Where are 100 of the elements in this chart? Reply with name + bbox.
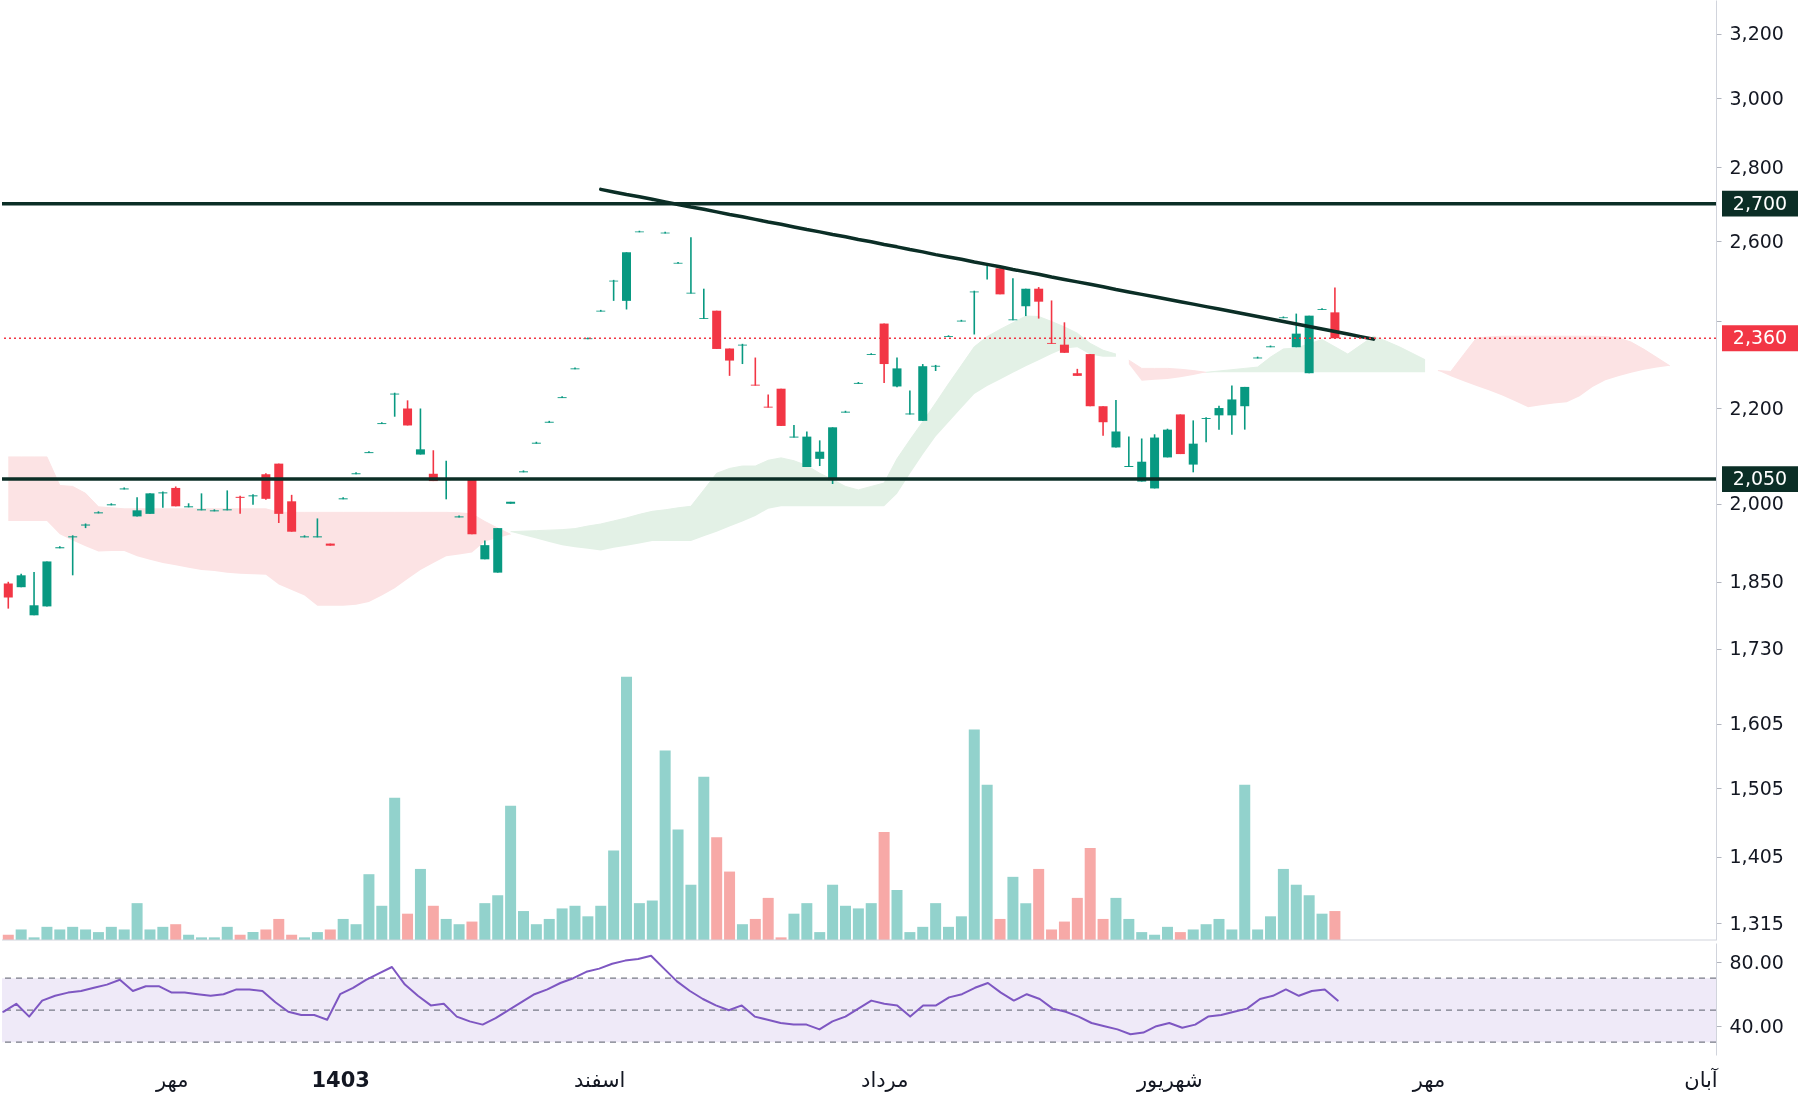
bar bbox=[943, 926, 955, 940]
bar bbox=[479, 903, 491, 940]
bar bbox=[852, 908, 864, 940]
bar bbox=[273, 918, 285, 940]
bar bbox=[711, 837, 723, 940]
bar bbox=[1007, 876, 1019, 940]
bar bbox=[646, 900, 658, 940]
candlestick bbox=[1188, 419, 1198, 474]
bar bbox=[698, 776, 710, 940]
candlestick bbox=[750, 356, 760, 387]
bar bbox=[1071, 897, 1083, 940]
bar bbox=[453, 924, 465, 940]
y-tick-label: 1,405 bbox=[1729, 845, 1784, 868]
bar bbox=[1123, 918, 1135, 940]
candlestick bbox=[68, 534, 78, 577]
candlestick bbox=[248, 493, 258, 506]
bar bbox=[440, 918, 452, 940]
y-tick-label: 1,315 bbox=[1729, 911, 1784, 934]
bar bbox=[517, 911, 529, 940]
candlestick bbox=[390, 391, 400, 418]
bar bbox=[930, 903, 942, 940]
bar bbox=[955, 916, 967, 940]
x-tick-label: مهر bbox=[1411, 1067, 1446, 1092]
candlestick bbox=[1111, 399, 1121, 449]
candlestick bbox=[725, 347, 735, 377]
bar bbox=[118, 929, 130, 940]
y-tick-label: 1,505 bbox=[1729, 776, 1784, 799]
bar bbox=[917, 926, 929, 940]
bar bbox=[1329, 911, 1341, 940]
bar bbox=[80, 929, 92, 940]
candlestick bbox=[686, 236, 696, 295]
bar bbox=[414, 868, 426, 940]
candlestick bbox=[737, 343, 747, 365]
bar bbox=[865, 903, 877, 940]
x-tick-label: مرداد bbox=[861, 1067, 909, 1092]
bar bbox=[170, 924, 182, 940]
candlestick bbox=[3, 580, 13, 610]
bar bbox=[157, 926, 169, 940]
bar bbox=[376, 905, 388, 940]
bar bbox=[1020, 903, 1032, 940]
ref-line-label: 2,360 bbox=[1732, 326, 1788, 349]
x-tick-label: آبان bbox=[1684, 1066, 1719, 1092]
bar bbox=[608, 850, 620, 940]
candlestick bbox=[403, 399, 413, 427]
bar bbox=[878, 832, 890, 940]
bar bbox=[659, 750, 671, 940]
candlestick bbox=[1098, 405, 1108, 437]
candlestick bbox=[235, 495, 245, 515]
bar bbox=[543, 918, 555, 940]
candlestick bbox=[815, 439, 825, 467]
bar bbox=[1252, 929, 1264, 940]
bar bbox=[1033, 868, 1045, 940]
bar bbox=[633, 903, 645, 940]
bar bbox=[221, 926, 233, 940]
candlestick bbox=[1034, 286, 1044, 320]
line-series bbox=[2, 954, 1339, 1036]
candlestick bbox=[222, 489, 232, 512]
bar bbox=[621, 676, 633, 940]
candlestick bbox=[1201, 416, 1211, 444]
bar bbox=[788, 913, 800, 940]
bar bbox=[891, 889, 903, 940]
bar bbox=[1046, 929, 1058, 940]
bar bbox=[105, 926, 117, 940]
bar bbox=[505, 805, 517, 940]
bar bbox=[968, 729, 980, 940]
bar bbox=[1097, 918, 1109, 940]
y-tick-label: 3,200 bbox=[1729, 22, 1784, 45]
candlestick bbox=[29, 571, 39, 617]
candlestick bbox=[789, 424, 799, 439]
bar bbox=[736, 924, 748, 940]
bar bbox=[981, 784, 993, 940]
bar bbox=[595, 905, 607, 940]
x-tick-label: شهریور bbox=[1135, 1067, 1203, 1092]
y-tick-label: 2,200 bbox=[1729, 397, 1784, 419]
bar bbox=[492, 895, 504, 940]
candlestick bbox=[415, 407, 425, 456]
candlestick bbox=[1214, 404, 1224, 431]
bar bbox=[556, 908, 568, 940]
bar bbox=[1226, 929, 1238, 940]
y-tick-label: 1,605 bbox=[1729, 712, 1784, 735]
y-tick-label: 2,800 bbox=[1729, 155, 1784, 178]
bar bbox=[15, 929, 27, 940]
candlestick bbox=[763, 393, 773, 409]
ref-line-label: 2,700 bbox=[1732, 191, 1788, 214]
bar bbox=[427, 905, 439, 940]
bar bbox=[1265, 916, 1277, 940]
candlestick bbox=[699, 287, 709, 320]
x-tick-label: مهر bbox=[154, 1067, 189, 1092]
candlestick bbox=[1291, 312, 1301, 349]
bar bbox=[801, 903, 813, 940]
candlestick bbox=[312, 517, 322, 539]
y-tick-label: 3,000 bbox=[1729, 86, 1784, 109]
bar bbox=[1110, 897, 1122, 940]
bar bbox=[1316, 913, 1328, 940]
y-tick-label: 1,850 bbox=[1729, 570, 1784, 593]
bar bbox=[402, 913, 414, 940]
candlestick bbox=[1008, 277, 1018, 322]
y-tick-label: 40.00 bbox=[1729, 1014, 1784, 1037]
bar bbox=[827, 884, 839, 940]
bar bbox=[839, 905, 851, 940]
